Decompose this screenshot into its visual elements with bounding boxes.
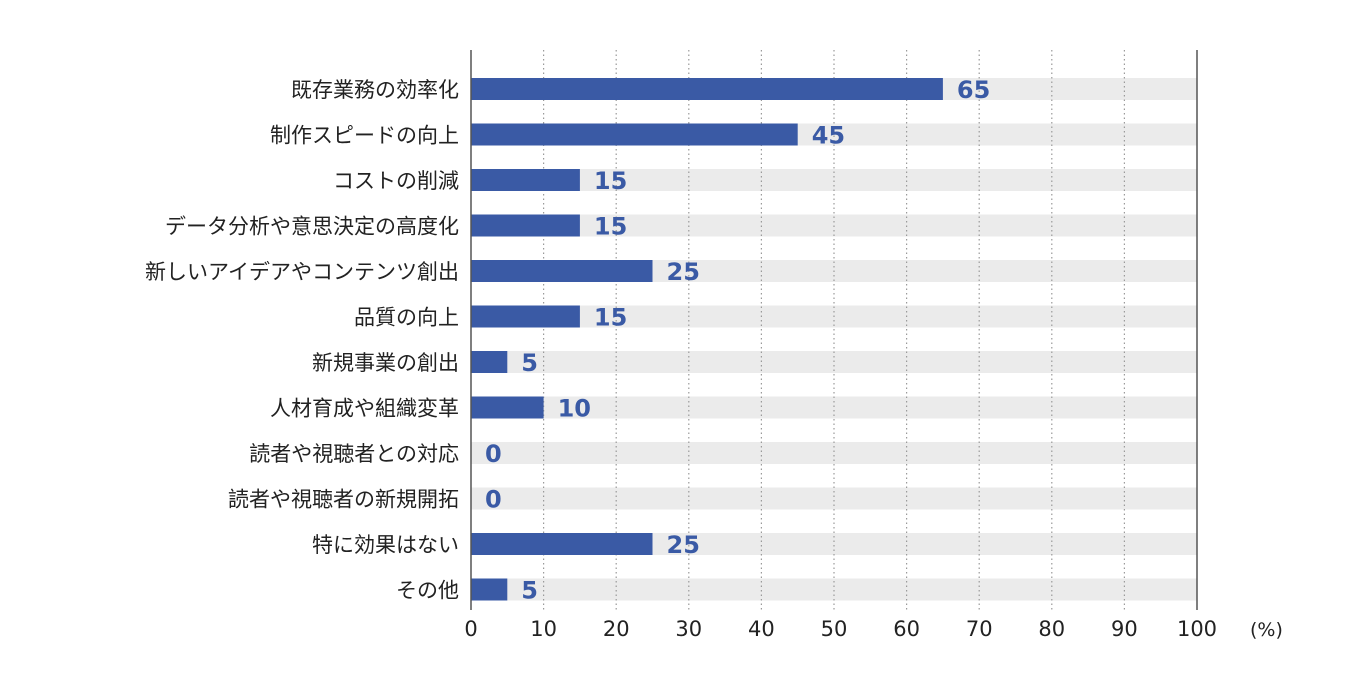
category-label: 読者や視聴者との対応 — [249, 442, 459, 466]
value-label: 15 — [594, 167, 627, 195]
category-label: 人材育成や組織変革 — [270, 397, 459, 421]
x-tick-label: 40 — [748, 617, 775, 641]
bar-track — [471, 578, 1197, 601]
bars — [471, 78, 943, 601]
axes — [470, 50, 1198, 610]
value-label: 15 — [594, 304, 627, 332]
value-label: 5 — [521, 577, 538, 605]
bar-track — [471, 442, 1197, 464]
category-label: 既存業務の効率化 — [291, 78, 459, 102]
bar — [471, 396, 544, 419]
value-label: 0 — [485, 486, 502, 514]
category-label: 新しいアイデアやコンテンツ創出 — [145, 260, 459, 284]
gridlines — [542, 50, 1126, 610]
bar — [471, 214, 580, 237]
x-tick-label: 50 — [821, 617, 848, 641]
x-tick-label: 90 — [1111, 617, 1138, 641]
bar-track — [471, 487, 1197, 510]
x-tick-label: 0 — [464, 617, 477, 641]
category-label: データ分析や意思決定の高度化 — [165, 215, 459, 239]
category-label: 特に効果はない — [312, 533, 459, 557]
bar — [471, 169, 580, 191]
value-label: 15 — [594, 213, 627, 241]
unit-label: (%) — [1250, 619, 1283, 641]
bar — [471, 123, 798, 146]
bar — [471, 533, 653, 555]
category-label: 品質の向上 — [354, 306, 459, 330]
x-tick-label: 30 — [675, 617, 702, 641]
category-label: 新規事業の創出 — [312, 351, 459, 375]
value-label: 65 — [957, 76, 990, 104]
category-label: その他 — [396, 579, 459, 603]
x-tick-label: 20 — [603, 617, 630, 641]
value-labels: 65 45 15 15 25 15 5 10 0 0 25 5 — [485, 76, 990, 605]
bar — [471, 78, 943, 100]
x-tick-label: 60 — [893, 617, 920, 641]
x-tick-labels: 0 10 20 30 40 50 60 70 80 90 100 — [464, 617, 1217, 641]
value-label: 25 — [667, 258, 700, 286]
category-label: 制作スピードの向上 — [270, 124, 459, 148]
value-label: 10 — [558, 395, 591, 423]
bar — [471, 351, 508, 373]
bar-track — [471, 396, 1197, 419]
x-tick-label: 100 — [1177, 617, 1217, 641]
bar — [471, 305, 580, 328]
value-label: 25 — [667, 531, 700, 559]
value-label: 5 — [521, 349, 538, 377]
x-tick-label: 10 — [530, 617, 557, 641]
bar — [471, 260, 653, 282]
category-label: コストの削減 — [333, 169, 459, 193]
category-label: 読者や視聴者の新規開拓 — [228, 488, 459, 512]
bar — [471, 578, 508, 601]
value-label: 0 — [485, 440, 502, 468]
x-tick-label: 80 — [1038, 617, 1065, 641]
bar-track — [471, 169, 1197, 191]
value-label: 45 — [812, 122, 845, 150]
x-tick-label: 70 — [966, 617, 993, 641]
category-labels: 既存業務の効率化制作スピードの向上コストの削減データ分析や意思決定の高度化新しい… — [145, 78, 459, 603]
